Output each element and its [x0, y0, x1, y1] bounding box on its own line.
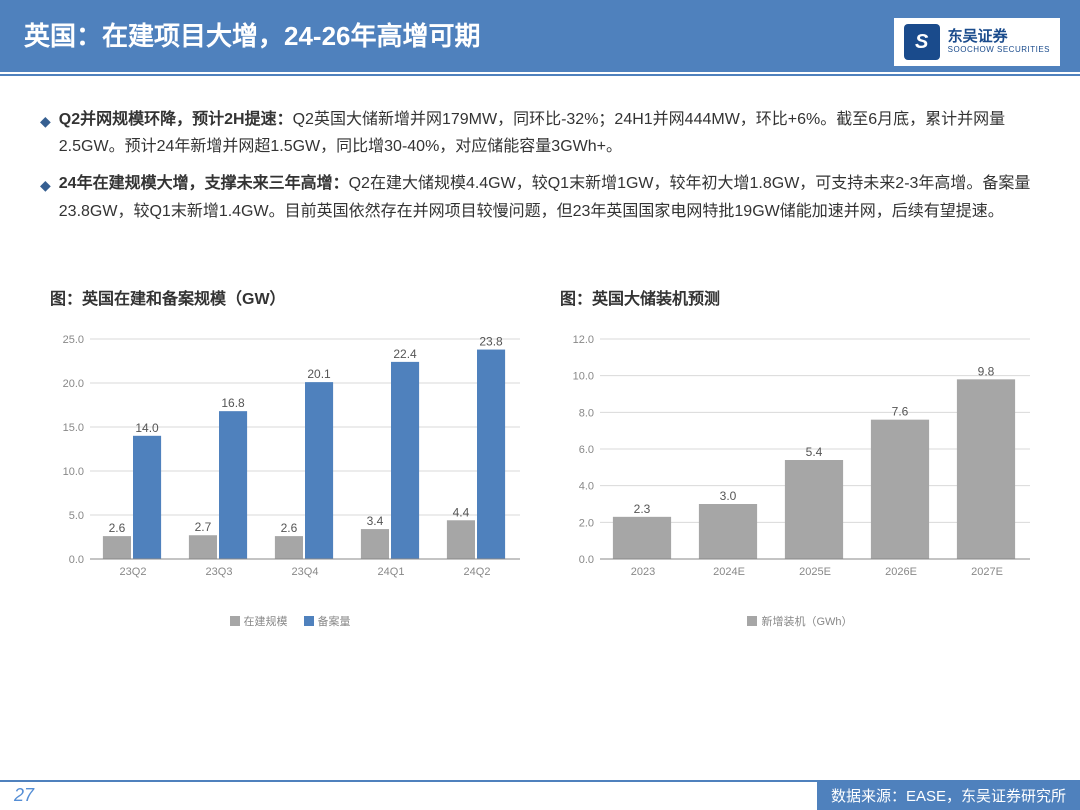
logo-cn: 东吴证券 [948, 29, 1050, 46]
chart1-title: 图：英国在建和备案规模（GW） [50, 285, 530, 309]
chart-left: 图：英国在建和备案规模（GW） 0.0 5.0 10.0 15.0 20.0 25.0 2.… [50, 285, 530, 629]
svg-text:15.0: 15.0 [63, 422, 84, 434]
svg-text:9.8: 9.8 [978, 364, 995, 378]
charts-row: 图：英国在建和备案规模（GW） 0.0 5.0 10.0 15.0 20.0 25.0 2.… [40, 285, 1040, 629]
logo-en: SOOCHOW SECURITIES [948, 46, 1050, 55]
svg-text:2024E: 2024E [713, 566, 745, 578]
slide-title: 英国：在建项目大增，24-26年高增可期 [24, 16, 481, 53]
brand-logo: S 东吴证券 SOOCHOW SECURITIES [894, 18, 1060, 66]
svg-text:8.0: 8.0 [579, 407, 594, 419]
svg-text:10.0: 10.0 [63, 466, 84, 478]
svg-text:2.6: 2.6 [281, 521, 298, 535]
svg-text:3.4: 3.4 [367, 514, 384, 528]
svg-text:23Q2: 23Q2 [120, 566, 147, 578]
svg-text:2027E: 2027E [971, 566, 1003, 578]
slide-content: ◆Q2并网规模环降，预计2H提速：Q2英国大储新增并网179MW，同环比-32%… [0, 76, 1080, 629]
svg-text:23.8: 23.8 [479, 334, 503, 348]
svg-text:2023: 2023 [631, 566, 655, 578]
svg-text:22.4: 22.4 [393, 347, 417, 361]
svg-text:24Q2: 24Q2 [464, 566, 491, 578]
diamond-icon: ◆ [40, 110, 51, 160]
svg-text:5.0: 5.0 [69, 510, 84, 522]
svg-text:4.0: 4.0 [579, 480, 594, 492]
svg-text:16.8: 16.8 [221, 396, 245, 410]
bullet-text: Q2并网规模环降，预计2H提速：Q2英国大储新增并网179MW，同环比-32%；… [59, 106, 1040, 160]
legend-label: 新增装机（GWh） [761, 613, 852, 629]
chart1-legend: 在建规模 备案量 [50, 613, 530, 629]
svg-text:4.4: 4.4 [453, 505, 470, 519]
legend-swatch [747, 616, 757, 626]
page-number: 27 [14, 785, 34, 806]
legend-item: 备案量 [304, 613, 351, 629]
legend-item: 在建规模 [230, 613, 288, 629]
chart1-svg: 0.0 5.0 10.0 15.0 20.0 25.0 2.6 14.0 23Q2 2.7 16.8… [50, 329, 530, 589]
svg-text:2.0: 2.0 [579, 517, 594, 529]
svg-text:10.0: 10.0 [573, 370, 594, 382]
legend-swatch [304, 616, 314, 626]
svg-text:2025E: 2025E [799, 566, 831, 578]
svg-text:12.0: 12.0 [573, 334, 594, 346]
svg-text:20.0: 20.0 [63, 378, 84, 390]
bullet-1: ◆24年在建规模大增，支撑未来三年高增：Q2在建大储规模4.4GW，较Q1末新增… [40, 170, 1040, 224]
data-source: 数据来源：EASE，东吴证券研究所 [817, 781, 1080, 810]
svg-text:23Q3: 23Q3 [206, 566, 233, 578]
svg-text:7.6: 7.6 [892, 404, 909, 418]
svg-text:6.0: 6.0 [579, 444, 594, 456]
svg-text:0.0: 0.0 [579, 554, 594, 566]
diamond-icon: ◆ [40, 174, 51, 224]
bullet-text: 24年在建规模大增，支撑未来三年高增：Q2在建大储规模4.4GW，较Q1末新增1… [59, 170, 1040, 224]
svg-text:24Q1: 24Q1 [378, 566, 405, 578]
logo-mark-icon: S [904, 24, 940, 60]
svg-text:2.6: 2.6 [109, 521, 126, 535]
svg-text:14.0: 14.0 [135, 421, 159, 435]
legend-label: 在建规模 [244, 613, 288, 629]
svg-text:3.0: 3.0 [720, 489, 737, 503]
legend-item: 新增装机（GWh） [747, 613, 852, 629]
svg-text:20.1: 20.1 [307, 367, 331, 381]
chart2-legend: 新增装机（GWh） [560, 613, 1040, 629]
svg-text:23Q4: 23Q4 [292, 566, 319, 578]
legend-label: 备案量 [318, 613, 351, 629]
svg-text:2026E: 2026E [885, 566, 917, 578]
chart2-title: 图：英国大储装机预测 [560, 285, 1040, 309]
chart2-svg: 0.0 2.0 4.0 6.0 8.0 10.0 12.0 2.3 2023 3.0 2024E 5.… [560, 329, 1040, 589]
svg-text:2.7: 2.7 [195, 520, 212, 534]
bullet-0: ◆Q2并网规模环降，预计2H提速：Q2英国大储新增并网179MW，同环比-32%… [40, 106, 1040, 160]
svg-text:5.4: 5.4 [806, 445, 823, 459]
legend-swatch [230, 616, 240, 626]
svg-text:0.0: 0.0 [69, 554, 84, 566]
svg-text:2.3: 2.3 [634, 502, 651, 516]
chart-right: 图：英国大储装机预测 0.0 2.0 4.0 6.0 8.0 10.0 12.0 2.3 202… [560, 285, 1040, 629]
svg-text:25.0: 25.0 [63, 334, 84, 346]
